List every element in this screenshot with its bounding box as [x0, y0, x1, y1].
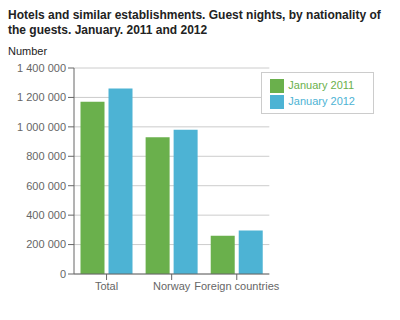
svg-text:800 000: 800 000	[26, 150, 66, 162]
svg-text:Norway: Norway	[153, 280, 191, 292]
html-text:Hotels and similar establishme: Hotels and similar establishments. Guest…	[8, 8, 381, 37]
svg-text:1 000 000: 1 000 000	[17, 121, 66, 133]
svg-text:0: 0	[60, 268, 66, 280]
svg-text:600 000: 600 000	[26, 180, 66, 192]
svg-text:1 400 000: 1 400 000	[17, 62, 66, 74]
html-text:January 2011: January 2011	[288, 79, 355, 91]
svg-text:400 000: 400 000	[26, 209, 66, 221]
svg-text:1 200 000: 1 200 000	[17, 91, 66, 103]
html-text:January 2012: January 2012	[288, 95, 355, 108]
html-text:Number: Number	[8, 45, 48, 57]
svg-text:Foreign countries: Foreign countries	[194, 280, 279, 292]
svg-text:200 000: 200 000	[26, 238, 66, 250]
svg-text:Total: Total	[95, 280, 118, 292]
